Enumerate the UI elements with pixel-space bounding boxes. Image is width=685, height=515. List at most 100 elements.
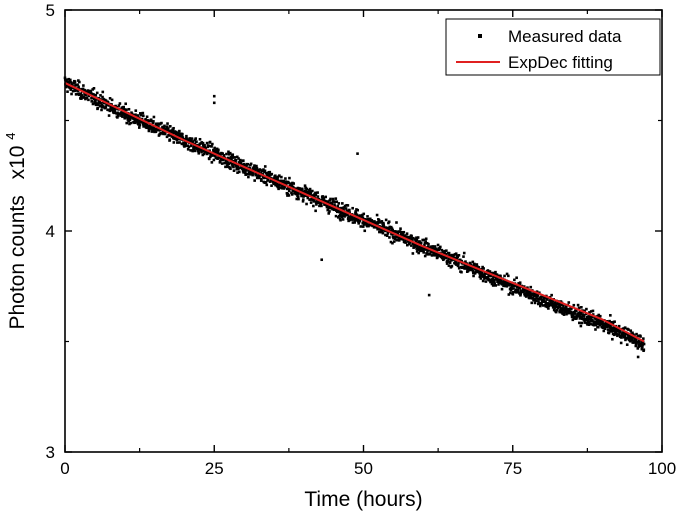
- data-point: [207, 144, 211, 148]
- data-point: [435, 248, 439, 252]
- data-point: [608, 329, 612, 332]
- data-point: [487, 278, 491, 282]
- data-point: [197, 144, 201, 147]
- data-point: [311, 198, 314, 202]
- data-point: [215, 149, 219, 152]
- data-point: [268, 170, 272, 174]
- data-point: [587, 323, 591, 327]
- data-point: [275, 182, 279, 186]
- data-point: [629, 329, 633, 333]
- data-point: [213, 146, 216, 150]
- data-point: [163, 124, 166, 128]
- y-tick-label: 5: [46, 1, 55, 20]
- data-point: [82, 84, 85, 87]
- data-point: [189, 139, 193, 142]
- data-point: [296, 195, 300, 199]
- data-point: [457, 266, 461, 270]
- data-point: [607, 323, 610, 326]
- data-point: [456, 255, 459, 259]
- data-point: [268, 180, 272, 183]
- data-point: [309, 191, 313, 194]
- data-point: [229, 167, 232, 171]
- data-point: [450, 259, 453, 262]
- data-point: [270, 172, 274, 176]
- data-point: [367, 223, 371, 227]
- data-point: [528, 290, 532, 293]
- data-point: [339, 213, 342, 217]
- data-point: [363, 229, 367, 233]
- data-point: [256, 168, 260, 172]
- data-point: [178, 141, 181, 144]
- data-point: [309, 201, 313, 204]
- data-point: [507, 293, 511, 296]
- data-point: [315, 203, 318, 206]
- data-point: [333, 200, 337, 204]
- data-point: [219, 153, 222, 156]
- data-point: [78, 80, 81, 84]
- data-point: [631, 331, 634, 335]
- data-point: [265, 183, 269, 187]
- data-point: [286, 192, 290, 196]
- data-point: [558, 310, 562, 314]
- data-point: [230, 156, 233, 160]
- data-point: [351, 221, 355, 224]
- data-point: [415, 236, 418, 240]
- data-point: [446, 259, 450, 263]
- data-point: [582, 314, 586, 317]
- data-point: [139, 113, 143, 117]
- data-point: [466, 269, 470, 273]
- data-point: [263, 165, 267, 168]
- data-point: [637, 343, 641, 347]
- data-point: [380, 229, 384, 233]
- data-point: [424, 237, 428, 241]
- data-point: [144, 118, 147, 121]
- data-point: [94, 93, 98, 97]
- data-point: [122, 105, 125, 109]
- data-point: [567, 308, 571, 311]
- data-point: [346, 204, 350, 207]
- data-point: [203, 143, 206, 147]
- data-point: [641, 345, 644, 349]
- data-point: [307, 190, 310, 194]
- data-point: [512, 290, 515, 294]
- data-point: [314, 209, 317, 213]
- data-point: [172, 126, 175, 130]
- data-point: [436, 255, 439, 259]
- data-point: [462, 265, 466, 269]
- data-point: [609, 324, 612, 328]
- data-point: [113, 110, 117, 113]
- data-point: [623, 331, 626, 335]
- data-point: [525, 293, 529, 296]
- data-point: [444, 252, 448, 256]
- data-point: [524, 293, 527, 297]
- data-point: [537, 300, 540, 303]
- data-point: [592, 323, 596, 327]
- data-point: [489, 280, 492, 284]
- data-point: [435, 252, 438, 255]
- data-point: [117, 113, 120, 116]
- data-point: [208, 157, 211, 161]
- data-point: [534, 292, 538, 296]
- data-point: [130, 112, 134, 116]
- data-point: [232, 169, 236, 172]
- data-point: [575, 309, 578, 313]
- data-point: [602, 329, 606, 333]
- data-point: [312, 200, 316, 203]
- data-point: [472, 274, 475, 278]
- data-point: [484, 280, 488, 283]
- data-point: [392, 236, 396, 239]
- data-point: [92, 93, 95, 96]
- data-point: [287, 181, 290, 185]
- data-point: [327, 202, 331, 205]
- data-point: [422, 238, 426, 242]
- data-point: [482, 267, 485, 270]
- data-point: [562, 313, 566, 316]
- data-point: [301, 198, 305, 201]
- data-point: [498, 281, 501, 285]
- data-point: [80, 94, 84, 97]
- data-point: [536, 294, 540, 297]
- data-point: [472, 271, 475, 275]
- data-point: [500, 287, 504, 291]
- data-point: [636, 347, 640, 350]
- data-point: [579, 324, 583, 328]
